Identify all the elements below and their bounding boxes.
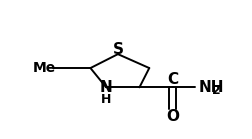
Text: N: N — [99, 80, 112, 95]
Text: H: H — [101, 93, 111, 106]
Text: C: C — [167, 72, 178, 87]
Text: O: O — [166, 109, 179, 124]
Text: S: S — [112, 42, 123, 57]
Text: Me: Me — [33, 61, 56, 75]
Text: 2: 2 — [211, 84, 220, 97]
Text: NH: NH — [198, 80, 223, 95]
